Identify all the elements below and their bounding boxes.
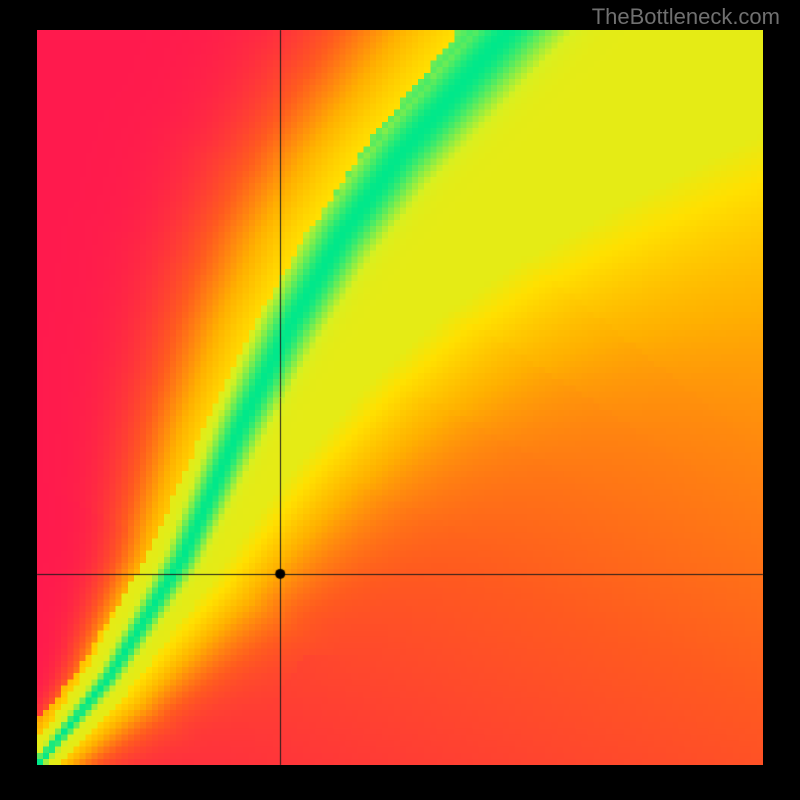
watermark-text: TheBottleneck.com [592,4,780,30]
crosshair-overlay [0,0,800,800]
chart-container: TheBottleneck.com [0,0,800,800]
